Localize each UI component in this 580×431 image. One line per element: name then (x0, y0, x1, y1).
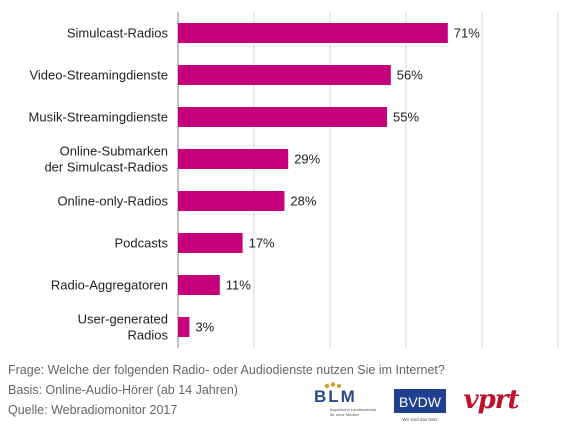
category-label: User-generated (78, 312, 168, 327)
category-label: Online-Submarken (60, 144, 168, 159)
value-label: 29% (294, 152, 320, 167)
bar (178, 275, 220, 295)
bar-chart: Simulcast-Radios Video-Streamingdienste Mu… (29, 12, 559, 348)
svg-text:Bayerische Landeszentrale: Bayerische Landeszentrale (330, 407, 376, 412)
category-label: Musik-Streamingdienste (29, 110, 168, 125)
svg-text:für neue Medien: für neue Medien (330, 412, 359, 417)
bar (178, 233, 243, 253)
value-label: 55% (393, 110, 419, 125)
blm-logo: BLM Bayerische Landeszentrale für neue M… (314, 382, 376, 417)
bar (178, 149, 289, 169)
category-label: der Simulcast-Radios (44, 160, 168, 175)
category-label: Radios (128, 328, 169, 343)
footer-question: Frage: Welche der folgenden Radio- oder … (8, 363, 445, 377)
category-label: Podcasts (115, 236, 169, 251)
svg-text:Wir sind das Netz: Wir sind das Netz (402, 417, 438, 422)
bars (178, 23, 448, 337)
svg-text:BLM: BLM (314, 387, 357, 406)
vprt-logo: vprt (464, 385, 521, 415)
bar (178, 107, 387, 127)
grid-lines (177, 12, 559, 348)
category-label: Radio-Aggregatoren (51, 278, 168, 293)
category-label: Video-Streamingdienste (29, 68, 168, 83)
value-labels: 71% 56% 55% 29% 28% 17% 11% 3% (195, 26, 480, 335)
svg-text:vprt: vprt (464, 385, 520, 415)
value-label: 3% (195, 320, 214, 335)
category-labels: Simulcast-Radios Video-Streamingdienste Mu… (29, 26, 169, 343)
value-label: 11% (226, 278, 251, 293)
bvdw-logo: BVDW Wir sind das Netz (394, 389, 446, 422)
value-label: 56% (397, 68, 423, 83)
footer-basis: Basis: Online-Audio-Hörer (ab 14 Jahren) (8, 383, 238, 397)
bar (178, 23, 448, 43)
value-label: 28% (290, 194, 316, 209)
svg-text:BVDW: BVDW (399, 394, 442, 410)
footer-source: Quelle: Webradiomonitor 2017 (8, 403, 178, 417)
bar (178, 65, 391, 85)
category-label: Online-only-Radios (57, 194, 168, 209)
value-label: 71% (454, 26, 480, 41)
value-label: 17% (249, 236, 275, 251)
bar (178, 191, 285, 211)
category-label: Simulcast-Radios (67, 26, 169, 41)
bar (178, 317, 190, 337)
